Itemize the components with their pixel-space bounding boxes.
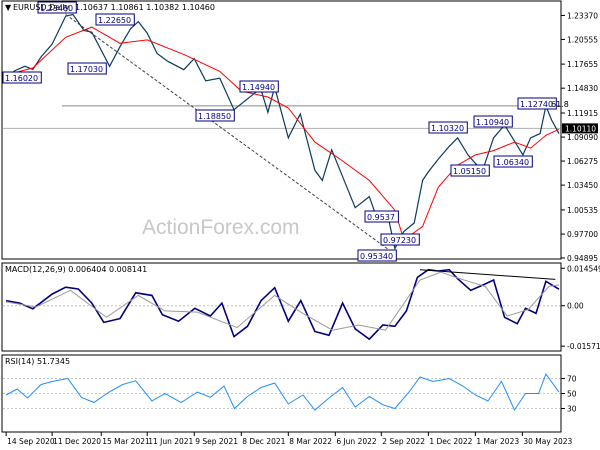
macd-title: MACD(12,26,9) 0.006404 0.008141 xyxy=(5,265,147,274)
header-symbol: EURUSD,Daily xyxy=(13,3,70,12)
annotation-label: 1.05150 xyxy=(453,167,486,176)
annotation-box xyxy=(95,13,135,26)
annotation-box xyxy=(517,97,557,110)
annotation-label: 1.12740 xyxy=(520,100,553,109)
annotation-label: 0.97230 xyxy=(383,236,416,245)
price-y-tick-label: 0.97700 xyxy=(567,230,598,239)
price-y-tick-label: 1.17655 xyxy=(567,60,598,69)
annotation-label: 1.10940 xyxy=(476,118,509,127)
annotation-box xyxy=(380,233,420,246)
annotation-label: 0.9537 xyxy=(367,213,395,222)
x-tick-label: 1 Dec 2022 xyxy=(429,437,472,446)
price-y-tick-label: 0.94895 xyxy=(567,254,598,263)
x-tick-label: 8 Mar 2022 xyxy=(289,437,332,446)
annotation-label: 1.06340 xyxy=(496,158,529,167)
annotation-box xyxy=(195,109,235,122)
price-y-tick-label: 1.09090 xyxy=(567,133,598,142)
annotation-label: 1.18850 xyxy=(198,112,231,121)
x-tick-label: 11 Dec 2020 xyxy=(53,437,101,446)
annotation-box xyxy=(473,115,513,128)
x-tick-label: 8 Dec 2021 xyxy=(242,437,285,446)
x-tick-label: 9 Sep 2021 xyxy=(195,437,238,446)
rsi-title: RSI(14) 51.7345 xyxy=(5,357,70,366)
annotation-box xyxy=(239,80,279,93)
price-moving-average-line xyxy=(5,26,560,241)
rsi-y-tick-label: 30 xyxy=(567,405,577,414)
x-tick-label: 1 Mar 2023 xyxy=(476,437,519,446)
price-trendline-line xyxy=(65,14,396,255)
header-ohlc: 1.10637 1.10861 1.10382 1.10460 xyxy=(75,3,215,12)
annotation-label: 1.16020 xyxy=(5,74,38,83)
rsi-y-tick-label: 50 xyxy=(567,390,577,399)
macd-series-group xyxy=(3,268,560,341)
annotation-label: 1.10320 xyxy=(431,124,464,133)
macd-y-tick-label: -0.015712 xyxy=(567,342,600,351)
current-price-label: 1.10110 xyxy=(565,124,596,133)
x-tick-label: 6 Jun 2022 xyxy=(336,437,377,446)
annotation-label: 0.95340 xyxy=(360,252,393,261)
macd-signal-line xyxy=(6,271,560,331)
annotation-box xyxy=(493,155,533,168)
annotation-label: 1.17030 xyxy=(70,65,103,74)
x-tick-label: 2 Sep 2022 xyxy=(382,437,425,446)
annotation-label: 1.22650 xyxy=(98,16,131,25)
header-arrow-icon[interactable]: ▼ xyxy=(5,3,12,12)
price-panel-frame xyxy=(1,0,562,260)
rsi-y-tick-label: 70 xyxy=(567,375,577,384)
macd-y-tick-label: 0.014549 xyxy=(567,264,600,273)
annotation-box xyxy=(67,62,107,75)
x-tick-label: 11 Jun 2021 xyxy=(148,437,193,446)
annotation-box xyxy=(450,164,490,177)
price-y-tick-label: 1.00535 xyxy=(567,206,598,215)
x-tick-label: 30 May 2023 xyxy=(523,437,572,446)
annotation-box xyxy=(364,210,399,223)
current-price-tag xyxy=(562,123,598,134)
annotation-label: 1.23480 xyxy=(40,4,73,13)
price-y-tick-label: 1.06275 xyxy=(567,157,598,166)
fib-label: 61.8 xyxy=(551,100,569,109)
x-tick-label: 15 Mar 2021 xyxy=(102,437,150,446)
annotation-box xyxy=(37,1,77,14)
price-y-tick-label: 1.23370 xyxy=(567,11,598,20)
rsi-series-group xyxy=(3,372,560,412)
price-y-tick-label: 1.14830 xyxy=(567,84,598,93)
watermark-text: ActionForex.com xyxy=(142,216,300,239)
macd-y-tick-label: 0.00 xyxy=(567,302,584,311)
y-axes: 1.23370 1.20555 1.17655 1.14830 1.11915 1.090… xyxy=(561,11,600,414)
rsi-line xyxy=(5,372,560,412)
price-y-tick-label: 1.03450 xyxy=(567,181,598,190)
annotation-box xyxy=(428,121,468,134)
macd-trendline-line xyxy=(419,269,556,280)
annotation-box xyxy=(357,249,397,262)
price-y-tick-label: 1.11915 xyxy=(567,109,598,118)
macd-panel-frame xyxy=(1,262,562,352)
price-y-tick-label: 1.20555 xyxy=(567,35,598,44)
annotation-label: 1.14940 xyxy=(242,83,275,92)
x-tick-label: 14 Sep 2020 xyxy=(7,437,55,446)
annotation-box xyxy=(2,71,42,84)
price-annotations: 1.23480 1.22650 1.17030 1.18850 1.14940 1.103… xyxy=(2,1,569,262)
